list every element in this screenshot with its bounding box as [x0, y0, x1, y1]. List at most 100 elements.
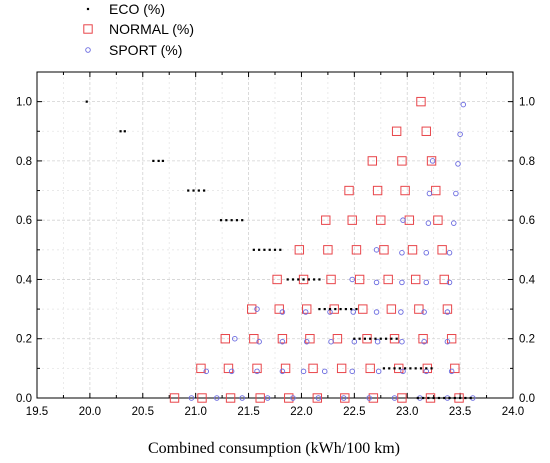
data-point: [203, 189, 206, 192]
data-point: [400, 368, 406, 375]
data-point: [272, 274, 282, 285]
data-point: [448, 368, 455, 375]
data-point: [223, 363, 234, 374]
series-square: [169, 96, 464, 403]
y-tick-label-left: 0.2: [16, 334, 32, 346]
data-point: [374, 338, 381, 345]
data-point: [414, 367, 417, 370]
data-point: [279, 248, 282, 251]
data-point: [373, 309, 380, 315]
data-point: [344, 307, 347, 311]
data-point: [300, 368, 307, 375]
data-point: [453, 396, 456, 400]
data-point: [297, 278, 300, 281]
x-tick-label: 22.0: [290, 406, 312, 418]
data-point: [302, 278, 305, 281]
data-point: [421, 126, 431, 136]
data-point: [197, 189, 200, 192]
data-point: [256, 338, 262, 345]
data-point: [232, 335, 238, 342]
data-point: [203, 368, 209, 375]
data-point: [119, 130, 122, 133]
data-point: [425, 367, 428, 370]
data-point: [332, 334, 343, 344]
data-point: [426, 190, 433, 197]
grid-lines: [36, 71, 514, 398]
data-point: [384, 337, 388, 340]
data-point: [426, 156, 437, 166]
data-point: [254, 306, 260, 312]
data-point: [315, 395, 322, 401]
data-point: [255, 393, 265, 403]
data-point: [161, 159, 164, 163]
data-point: [239, 395, 245, 401]
data-point: [350, 309, 357, 315]
data-point: [425, 220, 432, 226]
data-point: [220, 334, 230, 344]
data-point: [421, 396, 425, 400]
data-point: [367, 156, 378, 166]
data-point: [313, 278, 316, 281]
data-point: [235, 219, 239, 222]
data-point: [437, 245, 447, 255]
data-point: [439, 274, 449, 285]
data-point: [414, 304, 424, 314]
legend-label: ECO (%): [109, 1, 165, 17]
data-point: [427, 396, 430, 400]
x-tick-label: 23.0: [396, 406, 418, 418]
data-point: [326, 274, 336, 285]
data-point: [254, 368, 260, 375]
data-point: [397, 393, 407, 403]
x-tick-label: 24.0: [502, 406, 524, 418]
data-point: [334, 307, 337, 311]
data-point: [307, 278, 310, 281]
y-tick-label-left: 0.8: [16, 156, 32, 168]
legend-marker: [85, 47, 91, 53]
data-point: [423, 279, 430, 286]
data-point: [318, 278, 321, 281]
data-point: [341, 395, 347, 401]
data-point: [382, 367, 386, 370]
data-point: [280, 363, 291, 374]
data-point: [302, 304, 312, 314]
data-point: [399, 250, 405, 256]
data-point: [279, 309, 286, 315]
data-point: [375, 368, 382, 375]
data-point: [400, 217, 406, 223]
data-point: [366, 395, 372, 401]
data-point: [339, 307, 342, 311]
data-point: [400, 185, 410, 196]
data-point: [433, 215, 443, 225]
data-point: [225, 393, 236, 403]
plot-frame: [36, 71, 514, 399]
x-tick-label: 19.5: [26, 406, 48, 418]
data-point: [421, 338, 427, 345]
data-point: [192, 189, 195, 192]
data-point: [416, 96, 426, 107]
y-tick-label-right: 0.0: [519, 393, 535, 405]
data-point: [355, 307, 358, 311]
data-point: [418, 334, 428, 344]
data-point: [157, 159, 160, 163]
data-point: [416, 396, 419, 400]
data-point: [85, 100, 88, 103]
data-point: [379, 245, 389, 255]
data-point: [152, 159, 155, 163]
data-point: [443, 396, 446, 400]
y-tick-label-left: 0.6: [16, 215, 32, 227]
data-point: [196, 363, 206, 374]
data-point: [349, 368, 355, 375]
data-point: [376, 215, 386, 225]
data-point: [123, 130, 126, 133]
x-tick-label: 21.0: [184, 406, 206, 418]
data-point: [344, 185, 354, 196]
data-point: [409, 367, 412, 370]
data-point: [368, 393, 379, 403]
legend-label: NORMAL (%): [109, 21, 194, 37]
data-point: [321, 368, 328, 375]
data-point: [230, 219, 233, 222]
data-point: [252, 363, 262, 374]
data-point: [188, 395, 195, 401]
data-point: [302, 309, 309, 315]
